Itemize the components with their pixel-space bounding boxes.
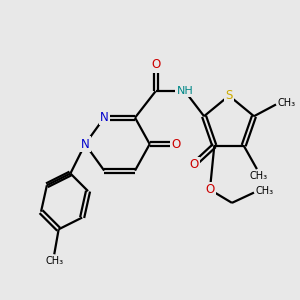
Text: N: N (100, 111, 109, 124)
Text: CH₃: CH₃ (45, 256, 63, 266)
Text: CH₃: CH₃ (255, 186, 274, 196)
Text: O: O (172, 138, 181, 151)
Text: O: O (205, 183, 214, 196)
Text: O: O (189, 158, 198, 171)
Text: N: N (81, 138, 89, 151)
Text: S: S (225, 89, 233, 102)
Text: CH₃: CH₃ (278, 98, 296, 108)
Text: NH: NH (177, 86, 193, 96)
Text: CH₃: CH₃ (249, 171, 267, 181)
Text: O: O (151, 58, 160, 71)
